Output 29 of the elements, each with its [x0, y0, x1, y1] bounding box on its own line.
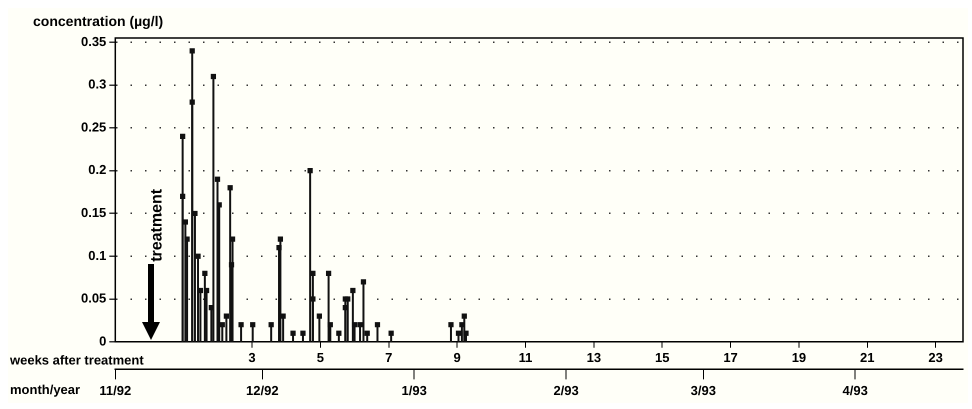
x-axis-title: weeks after treatment	[9, 352, 144, 368]
x-tick-label: 7	[385, 350, 392, 366]
y-tick-label: 0.15	[80, 205, 106, 220]
x-tick-label: 9	[454, 350, 461, 366]
x-tick-label: 13	[586, 350, 602, 366]
x-tick-label: 21	[860, 350, 875, 366]
annotation: treatment	[148, 188, 166, 262]
x-tick-label: 17	[723, 350, 738, 366]
y-tick-label: 0.05	[80, 290, 106, 306]
x-tick-label: 23	[928, 350, 943, 366]
x2-tick-label: 4/93	[842, 382, 868, 398]
x-tick-label: 5	[316, 350, 324, 366]
y-tick-label: 0.1	[88, 248, 106, 263]
x-tick-label: 15	[654, 350, 670, 366]
y-tick-label: 0.2	[88, 162, 106, 178]
y-tick-label: 0.35	[80, 34, 106, 49]
y-axis-title: concentration (µg/l)	[33, 12, 164, 29]
x2-tick-label: 12/92	[246, 382, 279, 398]
y-tick-label: 0.3	[88, 76, 106, 92]
x2-tick-label: 11/92	[99, 382, 132, 398]
x-tick-label: 11	[518, 350, 532, 366]
x2-tick-label: 2/93	[553, 382, 579, 398]
y-tick-label: 0.25	[80, 119, 106, 134]
x2-axis-title: month/year	[10, 382, 80, 397]
x2-tick-label: 3/93	[690, 382, 716, 398]
x2-tick-label: 1/93	[402, 382, 427, 398]
y-tick-label: 0	[99, 333, 106, 348]
x-tick-label: 3	[248, 350, 256, 366]
x-tick-label: 19	[792, 350, 806, 366]
